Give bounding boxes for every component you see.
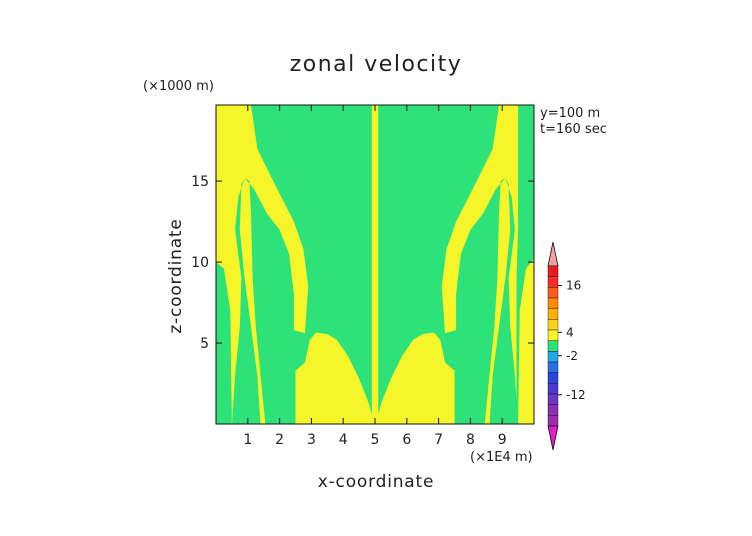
x-tick-label: 4 (339, 432, 348, 448)
colorbar-label: -12 (566, 388, 586, 402)
colorbar-segment (547, 340, 559, 352)
x-tick-label: 3 (307, 432, 316, 448)
contour-region-positive-0 (216, 105, 534, 424)
colorbar-segment (547, 297, 559, 309)
chart-title: zonal velocity (290, 52, 463, 77)
contour-region-negative-2 (378, 105, 519, 424)
colorbar-upper-tip (547, 241, 559, 267)
contour-regions (216, 105, 534, 424)
x-tick-label: 7 (434, 432, 443, 448)
x-tick-label: 5 (371, 432, 380, 448)
x-tick-label: 6 (402, 432, 411, 448)
colorbar-segment (547, 393, 559, 405)
colorbar-segment (547, 404, 559, 416)
y-tick-label: 10 (191, 255, 209, 271)
contour-region-negative-1 (231, 105, 372, 424)
y-axis: 5 10 15 (191, 174, 534, 352)
colorbar-segment (547, 415, 559, 427)
colorbar-segment (547, 276, 559, 288)
colorbar-segment (547, 372, 559, 384)
colorbar-label: -2 (566, 349, 578, 363)
x-tick-label: 8 (466, 432, 475, 448)
colorbar-segment (547, 329, 559, 341)
y-tick-label: 5 (200, 336, 209, 352)
annotation-time: t=160 sec (540, 122, 607, 137)
x-unit-label: (×1E4 m) (470, 450, 533, 465)
x-tick-label: 1 (243, 432, 252, 448)
x-axis-label: x-coordinate (318, 472, 434, 492)
annotation-y-position: y=100 m (540, 106, 600, 121)
x-tick-label: 9 (498, 432, 507, 448)
colorbar-segment (547, 361, 559, 373)
colorbar-segment (547, 319, 559, 331)
x-axis: 1 2 3 4 5 6 7 8 9 (243, 105, 507, 448)
colorbar-label: 16 (566, 279, 581, 293)
y-axis-label: z-coordinate (166, 218, 186, 333)
colorbar-segment (547, 351, 559, 363)
colorbar-lower-tip (547, 425, 559, 451)
colorbar-segment (547, 383, 559, 395)
contour-region-negative-4 (216, 262, 232, 424)
colorbar-label: 4 (566, 325, 574, 339)
colorbar: 16 4 -2 -12 (547, 241, 586, 451)
colorbar-segment (547, 308, 559, 320)
x-tick-label: 2 (275, 432, 284, 448)
y-tick-label: 15 (191, 174, 209, 190)
contour-region-negative-3 (516, 105, 534, 424)
colorbar-segment (547, 287, 559, 299)
plot-area: 1 2 3 4 5 6 7 8 9 5 10 15 (191, 104, 535, 448)
colorbar-segment (547, 265, 559, 277)
z-unit-label: (×1000 m) (143, 79, 214, 94)
